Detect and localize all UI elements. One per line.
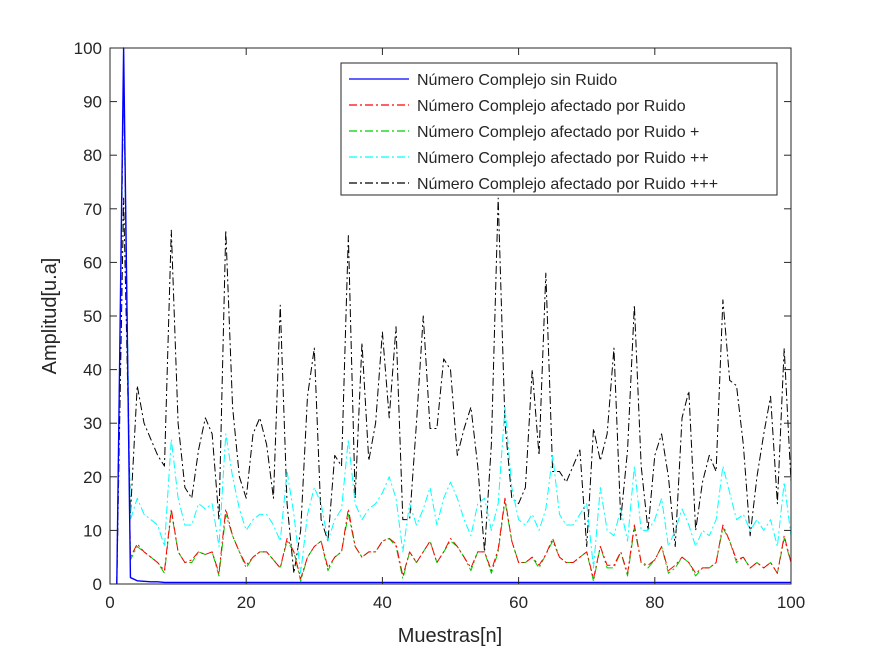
x-tick-label: 0 <box>105 593 114 612</box>
series-line-1 <box>116 47 791 585</box>
y-tick-label: 50 <box>83 307 102 326</box>
y-tick-label: 60 <box>83 253 102 272</box>
series-line-3 <box>116 74 792 585</box>
legend-label-3: Número Complejo afectado por Ruido + <box>417 124 699 141</box>
x-axis-label: Muestras[n] <box>398 625 502 647</box>
y-tick-label: 70 <box>83 200 102 219</box>
y-axis: 0 10 20 30 40 50 60 70 80 90 100 <box>74 39 791 594</box>
y-tick-label: 0 <box>93 575 102 594</box>
legend-box <box>340 62 778 196</box>
legend: Número Complejo sin Ruido Número Complejo… <box>340 62 778 196</box>
legend-label-2: Número Complejo afectado por Ruido <box>417 98 686 115</box>
y-tick-label: 100 <box>74 39 102 58</box>
legend-label-4: Número Complejo afectado por Ruido ++ <box>417 150 709 167</box>
x-axis: 0 20 40 60 80 100 <box>105 48 805 612</box>
series-line-4 <box>116 79 792 585</box>
y-tick-label: 40 <box>83 361 102 380</box>
series-line-5 <box>116 197 792 585</box>
x-tick-label: 100 <box>777 593 805 612</box>
legend-label-5: Número Complejo afectado por Ruido +++ <box>417 176 718 193</box>
y-tick-label: 30 <box>83 414 102 433</box>
y-tick-label: 80 <box>83 146 102 165</box>
y-tick-label: 10 <box>83 521 102 540</box>
y-axis-label: Amplitud[u.a] <box>39 258 61 375</box>
series-line-2 <box>116 68 792 585</box>
legend-label-1: Número Complejo sin Ruido <box>417 72 617 89</box>
y-tick-label: 90 <box>83 93 102 112</box>
x-tick-label: 20 <box>237 593 256 612</box>
x-tick-label: 80 <box>645 593 664 612</box>
x-tick-label: 40 <box>373 593 392 612</box>
series-layer <box>116 47 792 585</box>
y-tick-label: 20 <box>83 468 102 487</box>
x-tick-label: 60 <box>509 593 528 612</box>
